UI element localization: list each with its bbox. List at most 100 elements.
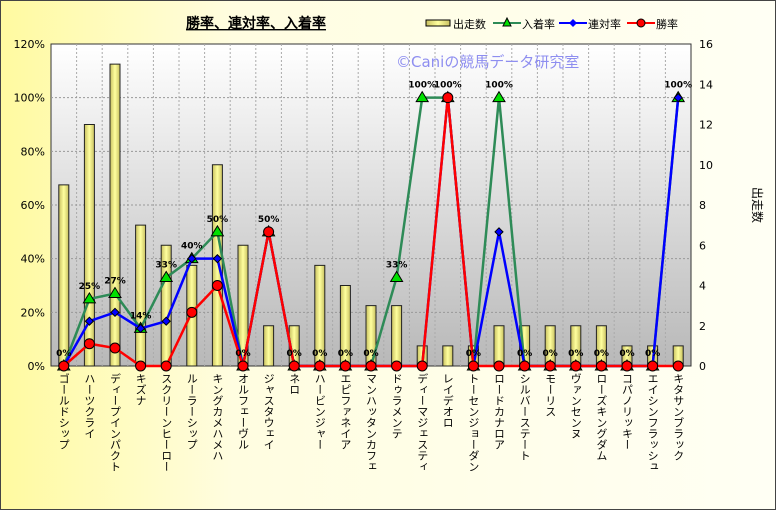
x-tick-label: スクリーンヒーロー	[160, 373, 173, 472]
y-tick-left: 0%	[28, 360, 45, 373]
x-tick-label: ルーラーシップ	[185, 373, 198, 450]
x-tick-label: ロードカナロア	[493, 373, 506, 450]
x-tick-label: キズナ	[134, 373, 147, 406]
x-tick-label: ハーツクライ	[83, 373, 96, 439]
marker-win-rate	[467, 360, 479, 372]
marker-win-rate	[442, 92, 454, 104]
marker-win-rate	[416, 360, 428, 372]
y-tick-right: 10	[699, 159, 713, 172]
y-tick-right: 14	[699, 78, 713, 91]
marker-place-rate	[389, 270, 404, 282]
y-tick-right: 12	[699, 119, 713, 132]
y-tick-left: 80%	[21, 145, 45, 158]
legend-label: 入着率	[522, 17, 555, 31]
marker-win-rate	[135, 360, 147, 372]
y-tick-right: 16	[699, 38, 713, 51]
y-tick-right: 0	[699, 360, 706, 373]
data-label: 100%	[485, 81, 513, 91]
bar-starts	[493, 325, 505, 367]
marker-top2-rate	[673, 92, 683, 103]
marker-top2-rate	[161, 316, 171, 326]
data-label: 0%	[645, 349, 660, 359]
data-label: 0%	[312, 349, 327, 359]
data-label: 0%	[517, 349, 532, 359]
data-label: 33%	[386, 260, 408, 270]
watermark: ©Caniの競馬データ研究室	[396, 53, 579, 71]
y-tick-left: 40%	[21, 253, 45, 266]
legend: 出走数 入着率 連対率 勝率	[425, 16, 678, 31]
marker-win-rate	[519, 360, 531, 372]
y-tick-left: 20%	[21, 306, 45, 319]
marker-win-rate	[647, 360, 659, 372]
x-tick-label: マンハッタンカフェ	[365, 373, 378, 472]
marker-win-rate	[58, 360, 70, 372]
data-label: 27%	[104, 277, 126, 287]
marker-win-rate	[83, 338, 95, 350]
x-tick-label: シルバーステート	[518, 373, 531, 461]
bar-starts	[109, 63, 121, 367]
x-tick-label: モーリス	[544, 373, 557, 417]
data-label: 0%	[363, 349, 378, 359]
x-tick-label: ローズキングダム	[595, 373, 608, 461]
marker-win-rate	[263, 226, 275, 238]
data-label: 100%	[408, 81, 436, 91]
data-label: 0%	[235, 349, 250, 359]
x-tick-label: ヴァンセンヌ	[569, 373, 582, 439]
marker-win-rate	[160, 360, 172, 372]
data-label: 50%	[207, 215, 229, 225]
data-label: 0%	[594, 349, 609, 359]
x-tick-label: エピファネイア	[339, 373, 352, 450]
legend-marker-diamond	[569, 19, 577, 27]
legend-label: 出走数	[453, 17, 486, 31]
bar-starts	[135, 224, 147, 367]
marker-win-rate	[109, 342, 121, 354]
data-label: 0%	[338, 349, 353, 359]
data-label: 0%	[287, 349, 302, 359]
x-tick-label: オルフェーヴル	[237, 373, 250, 450]
marker-place-rate	[159, 270, 174, 282]
marker-top2-rate	[212, 253, 223, 264]
data-label: 0%	[568, 349, 583, 359]
bar-starts	[263, 325, 275, 367]
marker-win-rate	[391, 360, 403, 372]
marker-top2-rate	[494, 227, 504, 237]
x-tick-label: ゴールドシップ	[57, 372, 70, 450]
data-label: 0%	[466, 349, 481, 359]
chart-title: 勝率、連対率、入着率	[186, 15, 326, 32]
data-label: 100%	[434, 81, 462, 91]
marker-win-rate	[544, 360, 556, 372]
data-label: 25%	[79, 282, 101, 292]
marker-top2-rate	[187, 253, 197, 264]
legend-marker-circle	[636, 18, 646, 28]
marker-place-rate	[108, 286, 122, 299]
y-tick-right: 8	[699, 199, 706, 212]
bar-starts	[58, 184, 70, 367]
x-tick-label: ハービンジャー	[313, 373, 326, 450]
legend-marker-triangle	[502, 16, 512, 27]
x-tick-label: ネロ	[288, 373, 301, 395]
marker-top2-rate	[110, 307, 120, 318]
x-tick-label: ジャスタウェイ	[262, 373, 275, 450]
marker-place-rate	[492, 90, 506, 103]
y-tick-right: 2	[699, 320, 706, 333]
data-label: 0%	[56, 349, 71, 359]
marker-win-rate	[237, 360, 249, 372]
data-label: 33%	[155, 260, 177, 270]
marker-top2-rate	[84, 316, 95, 326]
data-label: 50%	[258, 215, 280, 225]
legend-label: 連対率	[588, 17, 621, 31]
legend-swatch-bar	[425, 19, 451, 27]
y-tick-left: 120%	[14, 38, 45, 51]
x-tick-label: ディープインパクト	[109, 372, 122, 472]
y-tick-right: 4	[699, 280, 706, 293]
data-label: 40%	[181, 242, 203, 252]
marker-win-rate	[186, 306, 198, 318]
y-tick-left: 100%	[14, 92, 45, 105]
marker-win-rate	[493, 360, 505, 372]
data-label: 14%	[130, 311, 152, 321]
marker-top2-rate	[135, 323, 146, 334]
y-tick-left: 60%	[21, 199, 45, 212]
marker-place-rate	[415, 90, 430, 103]
marker-win-rate	[365, 360, 377, 372]
